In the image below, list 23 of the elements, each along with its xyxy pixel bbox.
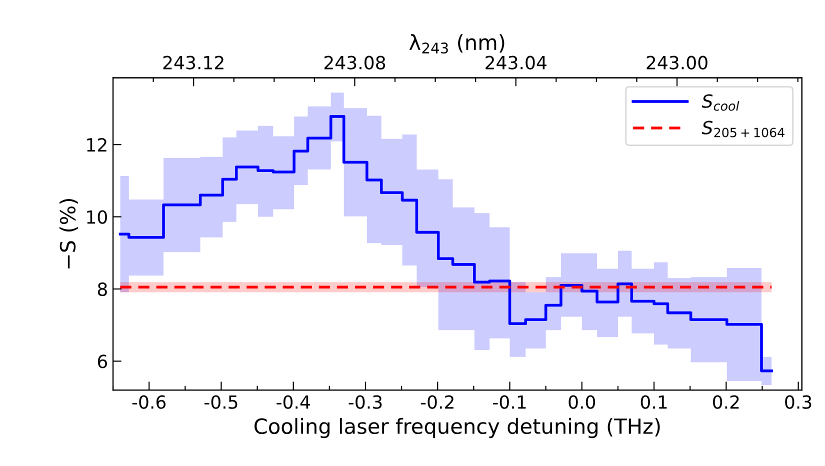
x2-tick-label: 243.04 [486, 56, 546, 70]
y-tick-label: 10 [87, 210, 107, 224]
x-tick-label: -0.5 [204, 395, 238, 409]
x2-tick-label: 243.00 [646, 56, 708, 70]
x-axis-title: Cooling laser frequency detuning (THz) [254, 418, 660, 438]
x2-axis-title: λ$_{243}$ (nm) [409, 34, 504, 54]
x-tick-label: 0.3 [785, 395, 812, 409]
x-tick-label: -0.3 [348, 395, 382, 409]
x-tick-label: 0.0 [568, 395, 596, 409]
x-tick-label: -0.4 [276, 395, 310, 409]
x-tick-label: -0.6 [132, 395, 166, 409]
y-axis-title: −S (%) [59, 199, 78, 268]
x2-tick-label: 243.12 [163, 56, 224, 70]
x-tick-label: 0.1 [640, 395, 667, 409]
legend-label: S$_{205+1064}$ [702, 120, 784, 138]
y-tick-label: 12 [87, 138, 106, 152]
y-tick-label: 8 [98, 282, 107, 296]
x-tick-label: -0.2 [420, 395, 454, 409]
x2-tick-label: 243.08 [324, 56, 386, 70]
y-tick-label: 6 [98, 354, 108, 368]
x-tick-label: 0.2 [712, 395, 739, 409]
legend-label: S$_{cool}$ [702, 94, 740, 111]
x-tick-label: -0.1 [493, 395, 526, 409]
